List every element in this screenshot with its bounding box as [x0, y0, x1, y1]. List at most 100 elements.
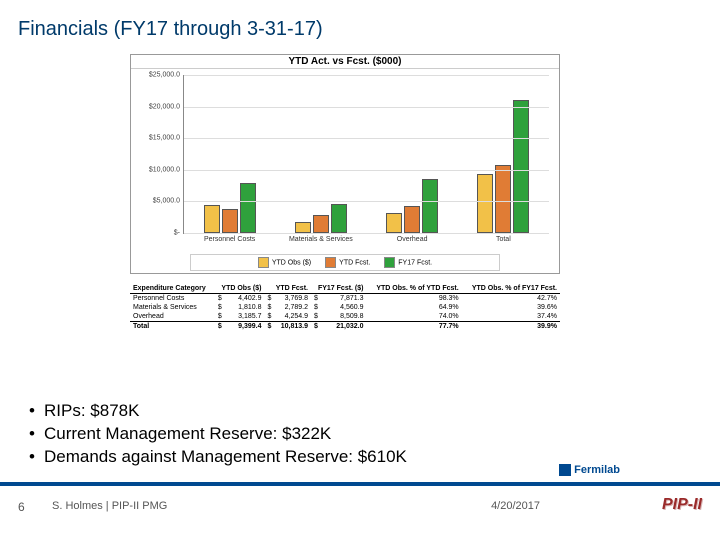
bullet-dot: •	[20, 400, 44, 423]
table-cell: Materials & Services	[130, 303, 215, 312]
chart-group: Total	[458, 75, 549, 233]
bullet-item: •Current Management Reserve: $322K	[20, 423, 680, 446]
chart-gridline	[184, 138, 549, 139]
bullet-text: RIPs: $878K	[44, 400, 139, 423]
chart-bar-groups: Personnel CostsMaterials & ServicesOverh…	[184, 75, 549, 233]
chart-bar	[204, 205, 220, 233]
table-cell: $	[311, 303, 324, 312]
chart-bar	[331, 204, 347, 233]
table-cell: 3,769.8	[275, 294, 311, 304]
chart-plot: Personnel CostsMaterials & ServicesOverh…	[183, 75, 549, 234]
table-cell: 9,399.4	[227, 322, 264, 332]
chart-title: YTD Act. vs Fcst. ($000)	[131, 55, 559, 69]
table-cell: $	[264, 294, 275, 304]
table-cell: 64.9%	[366, 303, 461, 312]
bullet-dot: •	[20, 446, 44, 469]
table-header-row: Expenditure CategoryYTD Obs ($)YTD Fcst.…	[130, 284, 560, 294]
table-cell: 4,560.9	[324, 303, 367, 312]
chart-x-label: Materials & Services	[275, 233, 366, 243]
legend-item: FY17 Fcst.	[384, 257, 432, 268]
table-cell: $	[215, 312, 228, 322]
expenditure-table: Expenditure CategoryYTD Obs ($)YTD Fcst.…	[130, 284, 560, 331]
chart-y-label: $5,000.0	[153, 198, 184, 205]
legend-item: YTD Obs ($)	[258, 257, 311, 268]
table-row: Materials & Services$1,810.8$2,789.2$4,5…	[130, 303, 560, 312]
table-cell: 39.9%	[462, 322, 560, 332]
page-title: Financials (FY17 through 3-31-17)	[18, 18, 323, 41]
table-cell: $	[311, 294, 324, 304]
table-header: YTD Obs. % of YTD Fcst.	[366, 284, 461, 294]
table-header: YTD Obs ($)	[215, 284, 265, 294]
chart-bar	[495, 165, 511, 233]
chart-legend: YTD Obs ($)YTD Fcst.FY17 Fcst.	[190, 254, 500, 271]
ytd-chart: YTD Act. vs Fcst. ($000) Personnel Costs…	[130, 54, 560, 274]
chart-gridline	[184, 233, 549, 234]
chart-bar	[222, 209, 238, 233]
table-cell: $	[264, 303, 275, 312]
footer-date: 4/20/2017	[491, 500, 540, 512]
table-header: FY17 Fcst. ($)	[311, 284, 367, 294]
table-cell: $	[311, 312, 324, 322]
chart-group: Materials & Services	[275, 75, 366, 233]
chart-x-label: Overhead	[367, 233, 458, 243]
table-header: Expenditure Category	[130, 284, 215, 294]
table-cell: 74.0%	[366, 312, 461, 322]
bullet-text: Current Management Reserve: $322K	[44, 423, 331, 446]
bullet-list: •RIPs: $878K•Current Management Reserve:…	[20, 400, 680, 469]
bullet-text: Demands against Management Reserve: $610…	[44, 446, 407, 469]
table-cell: 37.4%	[462, 312, 560, 322]
chart-bar	[513, 100, 529, 233]
table-cell: 39.6%	[462, 303, 560, 312]
table-cell: 4,402.9	[227, 294, 264, 304]
legend-swatch	[325, 257, 336, 268]
chart-x-label: Personnel Costs	[184, 233, 275, 243]
table-header: YTD Fcst.	[264, 284, 311, 294]
table-cell: 2,789.2	[275, 303, 311, 312]
chart-gridline	[184, 201, 549, 202]
fermilab-text: Fermilab	[574, 464, 620, 476]
table-row: Personnel Costs$4,402.9$3,769.8$7,871.39…	[130, 294, 560, 304]
table-cell: $	[311, 322, 324, 332]
table-cell: 4,254.9	[275, 312, 311, 322]
table-cell: 98.3%	[366, 294, 461, 304]
chart-bar	[240, 183, 256, 233]
page-number: 6	[18, 500, 25, 514]
chart-group: Personnel Costs	[184, 75, 275, 233]
fermilab-icon	[559, 464, 571, 476]
table-cell: 8,509.8	[324, 312, 367, 322]
table-cell: $	[264, 312, 275, 322]
table-cell: 77.7%	[366, 322, 461, 332]
table-cell: $	[264, 322, 275, 332]
bullet-item: •RIPs: $878K	[20, 400, 680, 423]
table-cell: 42.7%	[462, 294, 560, 304]
chart-y-label: $-	[174, 230, 184, 237]
slide: Financials (FY17 through 3-31-17) YTD Ac…	[0, 0, 720, 540]
chart-bar	[295, 222, 311, 233]
table-cell: Overhead	[130, 312, 215, 322]
fermilab-logo: Fermilab	[559, 464, 620, 476]
chart-y-label: $20,000.0	[149, 103, 184, 110]
project-logo: PIP-II	[662, 496, 702, 514]
bullet-dot: •	[20, 423, 44, 446]
chart-bar	[477, 174, 493, 233]
legend-swatch	[384, 257, 395, 268]
legend-swatch	[258, 257, 269, 268]
chart-gridline	[184, 107, 549, 108]
table-cell: 1,810.8	[227, 303, 264, 312]
footer: Fermilab 6 S. Holmes | PIP-II PMG 4/20/2…	[0, 482, 720, 530]
chart-y-label: $10,000.0	[149, 166, 184, 173]
chart-bar	[313, 215, 329, 233]
chart-y-label: $15,000.0	[149, 135, 184, 142]
chart-gridline	[184, 170, 549, 171]
chart-bar	[422, 179, 438, 233]
table-row: Total$9,399.4$10,813.9$21,032.077.7%39.9…	[130, 322, 560, 332]
table-cell: Personnel Costs	[130, 294, 215, 304]
table-cell: $	[215, 303, 228, 312]
chart-x-label: Total	[458, 233, 549, 243]
chart-gridline	[184, 75, 549, 76]
chart-bar	[386, 213, 402, 233]
table-cell: 21,032.0	[324, 322, 367, 332]
table-cell: $	[215, 322, 228, 332]
table-cell: Total	[130, 322, 215, 332]
table-cell: $	[215, 294, 228, 304]
